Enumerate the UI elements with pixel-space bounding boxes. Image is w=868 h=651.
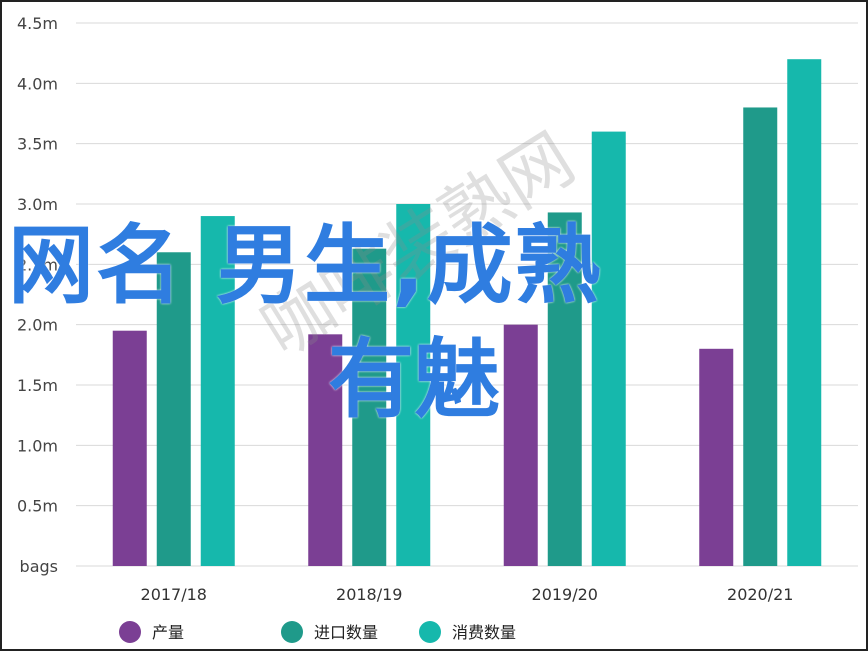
x-category-label: 2018/19 — [336, 585, 402, 604]
legend-swatch — [419, 621, 441, 643]
bar-2 — [156, 252, 191, 566]
x-category-label: 2020/21 — [727, 585, 793, 604]
y-tick-label: 2.5m — [17, 255, 58, 274]
bar-3 — [787, 59, 822, 566]
bar-3 — [396, 204, 431, 566]
bar-3 — [200, 216, 235, 567]
y-tick-label: 4.0m — [17, 74, 58, 93]
y-tick-label: 1.5m — [17, 376, 58, 395]
y-tick-label: bags — [20, 557, 58, 576]
y-tick-label: 3.5m — [17, 135, 58, 154]
y-tick-label: 0.5m — [17, 497, 58, 516]
y-axis-ticks: bags 0.5m 1.0m 1.5m 2.0m 2.5m 3.0m 3.5m 4.0m 4.5m — [17, 14, 58, 576]
y-tick-label: 2.0m — [17, 316, 58, 335]
bar-3 — [591, 131, 626, 566]
bar-1 — [112, 330, 147, 566]
bar-1 — [308, 334, 343, 566]
overlay-title-line2: 有魅 — [328, 330, 500, 430]
legend-swatch — [119, 621, 141, 643]
legend-swatch — [281, 621, 303, 643]
bar-2 — [547, 212, 582, 567]
y-tick-label: 1.0m — [17, 436, 58, 455]
x-axis-categories: 2017/18 2018/19 2019/20 2020/21 — [141, 585, 794, 604]
y-tick-label: 4.5m — [17, 14, 58, 33]
bar-1 — [699, 348, 734, 566]
bar-2 — [352, 248, 387, 566]
legend-label: 消费数量 — [452, 623, 516, 642]
bar-1 — [503, 324, 538, 566]
overlay-title-line1: 网名 男生,成熟 — [8, 216, 603, 316]
y-tick-label: 3.0m — [17, 195, 58, 214]
legend-label: 进口数量 — [314, 623, 378, 642]
bars — [112, 59, 822, 567]
x-category-label: 2019/20 — [532, 585, 598, 604]
x-category-label: 2017/18 — [141, 585, 207, 604]
legend: 产量 进口数量 消费数量 — [119, 621, 516, 643]
legend-label: 产量 — [152, 623, 184, 642]
bar-2 — [743, 107, 778, 566]
